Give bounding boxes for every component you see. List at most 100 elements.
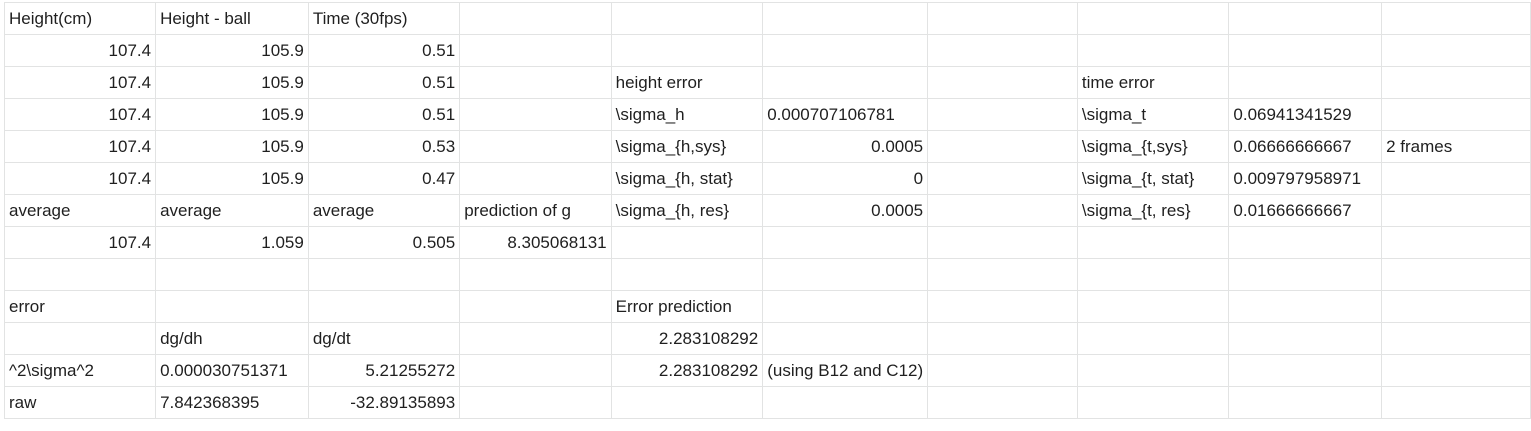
sheet-cell[interactable]: time error (1076, 66, 1230, 99)
sheet-cell[interactable] (762, 66, 929, 99)
sheet-cell[interactable] (1076, 354, 1230, 387)
spreadsheet-grid[interactable]: Height(cm) Height - ball Time (30fps) 107.4… (3, 2, 1531, 419)
sheet-cell[interactable]: dg/dh (155, 322, 309, 355)
sheet-cell[interactable] (1076, 2, 1230, 35)
sheet-cell[interactable]: 0.06941341529 (1228, 98, 1383, 131)
sheet-cell[interactable]: 0.505 (307, 226, 461, 259)
sheet-cell[interactable]: -32.89135893 (307, 386, 461, 419)
sheet-cell[interactable] (927, 290, 1078, 323)
sheet-cell[interactable]: 107.4 (3, 162, 157, 195)
sheet-cell[interactable] (927, 34, 1078, 67)
sheet-cell[interactable] (927, 354, 1078, 387)
sheet-cell[interactable] (762, 2, 929, 35)
sheet-cell[interactable]: average (3, 194, 157, 227)
sheet-cell[interactable]: average (155, 194, 309, 227)
sheet-cell[interactable] (155, 290, 309, 323)
sheet-cell[interactable] (1381, 290, 1531, 323)
sheet-cell[interactable] (762, 258, 929, 291)
sheet-cell[interactable]: 0.53 (307, 130, 461, 163)
sheet-cell[interactable] (1076, 258, 1230, 291)
sheet-cell[interactable] (610, 258, 764, 291)
sheet-cell[interactable] (762, 386, 929, 419)
sheet-cell[interactable] (1381, 162, 1531, 195)
sheet-cell[interactable]: 0 (762, 162, 929, 195)
sheet-cell[interactable] (1381, 386, 1531, 419)
sheet-cell[interactable] (1076, 34, 1230, 67)
sheet-cell[interactable] (1228, 386, 1383, 419)
sheet-cell[interactable] (459, 66, 612, 99)
sheet-cell[interactable]: \sigma_h (610, 98, 764, 131)
sheet-cell[interactable] (610, 34, 764, 67)
sheet-cell[interactable]: average (307, 194, 461, 227)
sheet-cell[interactable] (1228, 2, 1383, 35)
sheet-cell[interactable] (1076, 386, 1230, 419)
sheet-cell[interactable]: 0.009797958971 (1228, 162, 1383, 195)
sheet-cell[interactable] (762, 290, 929, 323)
sheet-cell[interactable] (459, 98, 612, 131)
sheet-cell[interactable]: Height(cm) (3, 2, 157, 35)
sheet-cell[interactable] (1381, 354, 1531, 387)
sheet-cell[interactable] (459, 258, 612, 291)
sheet-cell[interactable]: 2.283108292 (610, 354, 764, 387)
sheet-cell[interactable]: \sigma_{t, res} (1076, 194, 1230, 227)
sheet-cell[interactable]: \sigma_{h, stat} (610, 162, 764, 195)
sheet-cell[interactable]: \sigma_{t, stat} (1076, 162, 1230, 195)
sheet-cell[interactable]: raw (3, 386, 157, 419)
sheet-cell[interactable] (1076, 322, 1230, 355)
sheet-cell[interactable]: 107.4 (3, 66, 157, 99)
sheet-cell[interactable]: \sigma_{h,sys} (610, 130, 764, 163)
sheet-cell[interactable] (1381, 34, 1531, 67)
sheet-cell[interactable] (459, 322, 612, 355)
sheet-cell[interactable]: 105.9 (155, 66, 309, 99)
sheet-cell[interactable] (307, 258, 461, 291)
sheet-cell[interactable]: \sigma_t (1076, 98, 1230, 131)
sheet-cell[interactable] (155, 258, 309, 291)
sheet-cell[interactable] (1381, 98, 1531, 131)
sheet-cell[interactable]: \sigma_{h, res} (610, 194, 764, 227)
sheet-cell[interactable] (927, 162, 1078, 195)
sheet-cell[interactable] (1076, 290, 1230, 323)
sheet-cell[interactable]: 0.000030751371 (155, 354, 309, 387)
sheet-cell[interactable] (762, 322, 929, 355)
sheet-cell[interactable]: Height - ball (155, 2, 309, 35)
sheet-cell[interactable] (1228, 66, 1383, 99)
sheet-cell[interactable] (927, 2, 1078, 35)
sheet-cell[interactable] (459, 34, 612, 67)
sheet-cell[interactable]: 0.06666666667 (1228, 130, 1383, 163)
sheet-cell[interactable]: height error (610, 66, 764, 99)
sheet-cell[interactable] (927, 66, 1078, 99)
sheet-cell[interactable]: 107.4 (3, 130, 157, 163)
sheet-cell[interactable]: 107.4 (3, 226, 157, 259)
sheet-cell[interactable]: prediction of g (459, 194, 612, 227)
sheet-cell[interactable] (1381, 194, 1531, 227)
sheet-cell[interactable]: Error prediction (610, 290, 764, 323)
sheet-cell[interactable]: 0.000707106781 (762, 98, 929, 131)
sheet-cell[interactable]: 107.4 (3, 98, 157, 131)
sheet-cell[interactable] (1228, 322, 1383, 355)
sheet-cell[interactable]: 0.51 (307, 34, 461, 67)
sheet-cell[interactable]: 0.47 (307, 162, 461, 195)
sheet-cell[interactable] (459, 130, 612, 163)
sheet-cell[interactable] (1228, 226, 1383, 259)
sheet-cell[interactable]: 2.283108292 (610, 322, 764, 355)
sheet-cell[interactable] (927, 322, 1078, 355)
sheet-cell[interactable]: ^2\sigma^2 (3, 354, 157, 387)
sheet-cell[interactable] (1381, 226, 1531, 259)
sheet-cell[interactable] (1381, 258, 1531, 291)
sheet-cell[interactable] (307, 290, 461, 323)
sheet-cell[interactable]: 0.51 (307, 98, 461, 131)
sheet-cell[interactable]: 7.842368395 (155, 386, 309, 419)
sheet-cell[interactable]: 105.9 (155, 98, 309, 131)
sheet-cell[interactable]: (using B12 and C12) (762, 354, 929, 387)
sheet-cell[interactable]: dg/dt (307, 322, 461, 355)
sheet-cell[interactable]: 8.305068131 (459, 226, 612, 259)
sheet-cell[interactable] (3, 258, 157, 291)
sheet-cell[interactable]: 0.51 (307, 66, 461, 99)
sheet-cell[interactable]: 105.9 (155, 34, 309, 67)
sheet-cell[interactable] (1381, 2, 1531, 35)
sheet-cell[interactable] (927, 98, 1078, 131)
sheet-cell[interactable]: 105.9 (155, 130, 309, 163)
sheet-cell[interactable] (1228, 354, 1383, 387)
sheet-cell[interactable] (459, 162, 612, 195)
sheet-cell[interactable] (459, 2, 612, 35)
